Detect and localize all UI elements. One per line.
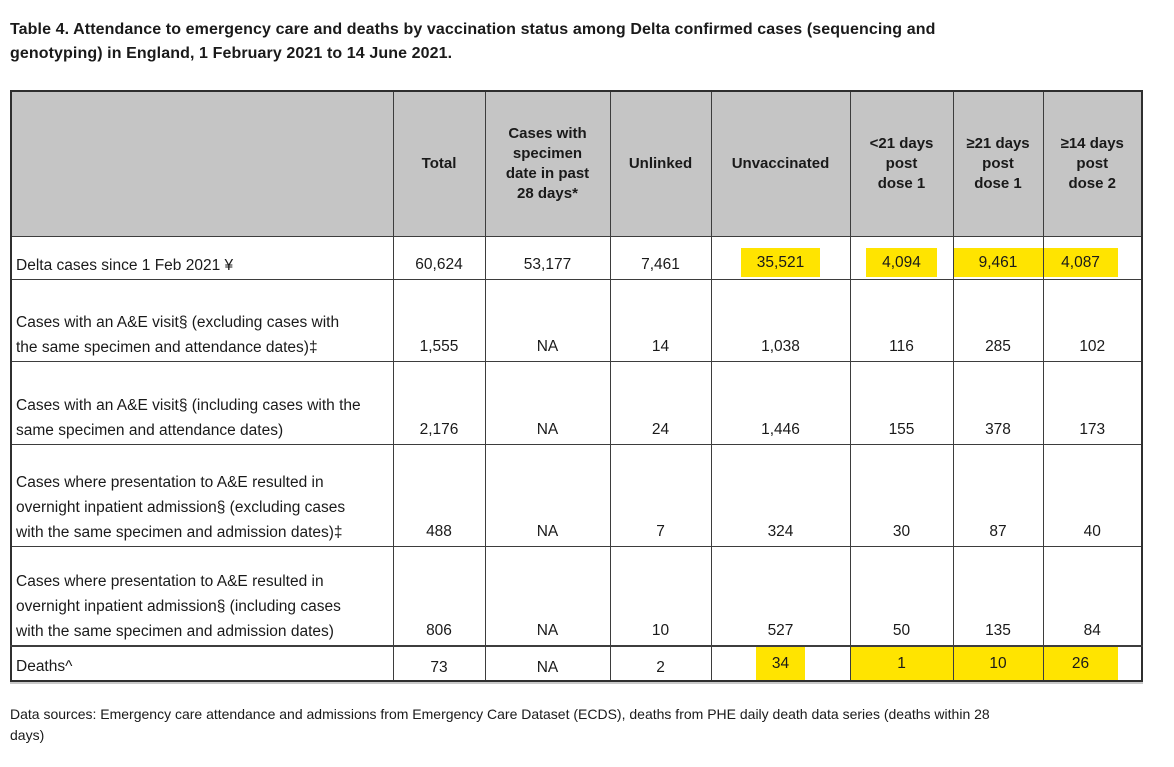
column-header-lt21-days-post-dose1: <21 days post dose 1: [849, 90, 954, 237]
unlinked-header-label: Unlinked: [628, 154, 693, 172]
data-cell: 87: [952, 443, 1044, 547]
highlighted-value: 35,521: [740, 247, 821, 277]
highlighted-value: 4,087: [1043, 247, 1118, 277]
data-cell: 173: [1042, 360, 1143, 445]
data-cell: 1,446: [710, 360, 851, 445]
data-cell: NA: [484, 278, 611, 362]
table-row-delta-cases: Delta cases since 1 Feb 2021 ¥ 60,624 53…: [10, 235, 1143, 280]
data-cell: 73: [392, 645, 486, 682]
column-header-unlinked: Unlinked: [609, 90, 712, 237]
data-cell: 35,521: [710, 235, 851, 280]
data-cell: 10: [609, 545, 712, 647]
data-cell: 135: [952, 545, 1044, 647]
highlighted-value: 26: [1043, 647, 1118, 680]
data-cell: 30: [849, 443, 954, 547]
data-cell: 14: [609, 278, 712, 362]
data-cell: 34: [710, 645, 851, 682]
data-cell: 488: [392, 443, 486, 547]
gte21-header-label: ≥21 days post dose 1: [966, 134, 1030, 192]
data-cell: 2: [609, 645, 712, 682]
data-cell: 2,176: [392, 360, 486, 445]
gte14-header-label: ≥14 days post dose 2: [1060, 134, 1124, 192]
table-row-ae-visit-excluding: Cases with an A&E visit§ (excluding case…: [10, 278, 1143, 362]
data-cell: NA: [484, 645, 611, 682]
data-cell: NA: [484, 545, 611, 647]
lt21-header-label: <21 days post dose 1: [869, 134, 934, 192]
row-label: Cases where presentation to A&E resulted…: [10, 443, 394, 547]
specimen-header-label: Cases with specimen date in past 28 days…: [505, 124, 590, 202]
data-cell: 4,087: [1042, 235, 1143, 280]
table-row-ae-visit-including: Cases with an A&E visit§ (including case…: [10, 360, 1143, 445]
data-cell: 1: [849, 645, 954, 682]
data-cell: 40: [1042, 443, 1143, 547]
column-header-specimen-28-days: Cases with specimen date in past 28 days…: [484, 90, 611, 237]
row-label: Delta cases since 1 Feb 2021 ¥: [10, 235, 394, 280]
highlighted-value: 1: [850, 647, 953, 680]
data-sources-footnote: Data sources: Emergency care attendance …: [10, 706, 990, 743]
data-cell: 84: [1042, 545, 1143, 647]
table-header: Total Cases with specimen date in past 2…: [10, 90, 1143, 237]
attendance-deaths-table: Total Cases with specimen date in past 2…: [10, 90, 1143, 682]
data-cell: 10: [952, 645, 1044, 682]
column-header-total: Total: [392, 90, 486, 237]
data-cell: 26: [1042, 645, 1143, 682]
row-label: Cases with an A&E visit§ (excluding case…: [10, 278, 394, 362]
data-cell: 24: [609, 360, 712, 445]
data-cell: 60,624: [392, 235, 486, 280]
data-cell: NA: [484, 443, 611, 547]
row-label: Cases with an A&E visit§ (including case…: [10, 360, 394, 445]
data-cell: NA: [484, 360, 611, 445]
data-cell: 378: [952, 360, 1044, 445]
highlighted-value: 4,094: [866, 247, 937, 277]
column-header-gte14-days-post-dose2: ≥14 days post dose 2: [1042, 90, 1143, 237]
table-body: Delta cases since 1 Feb 2021 ¥ 60,624 53…: [10, 235, 1143, 682]
data-cell: 9,461: [952, 235, 1044, 280]
data-cell: 1,038: [710, 278, 851, 362]
page-title: Table 4. Attendance to emergency care an…: [10, 21, 936, 62]
highlighted-value: 34: [755, 647, 806, 680]
data-cell: 155: [849, 360, 954, 445]
header-row: Total Cases with specimen date in past 2…: [10, 90, 1143, 237]
data-cell: 53,177: [484, 235, 611, 280]
data-cell: 7,461: [609, 235, 712, 280]
total-header-label: Total: [421, 154, 457, 172]
data-cell: 324: [710, 443, 851, 547]
row-label: Cases where presentation to A&E resulted…: [10, 545, 394, 647]
data-cell: 4,094: [849, 235, 954, 280]
highlighted-value: 10: [953, 647, 1043, 680]
data-cell: 116: [849, 278, 954, 362]
row-label: Deaths^: [10, 645, 394, 682]
data-cell: 102: [1042, 278, 1143, 362]
highlighted-value: 9,461: [953, 247, 1043, 277]
table-row-admission-excluding: Cases where presentation to A&E resulted…: [10, 443, 1143, 547]
data-cell: 285: [952, 278, 1044, 362]
data-cell: 1,555: [392, 278, 486, 362]
table-row-deaths: Deaths^ 73 NA 2 34 1 10 26: [10, 645, 1143, 682]
data-cell: 527: [710, 545, 851, 647]
data-cell: 7: [609, 443, 712, 547]
table-row-admission-including: Cases where presentation to A&E resulted…: [10, 545, 1143, 647]
column-header-unvaccinated: Unvaccinated: [710, 90, 851, 237]
unvaccinated-header-label: Unvaccinated: [731, 154, 830, 172]
column-header-gte21-days-post-dose1: ≥21 days post dose 1: [952, 90, 1044, 237]
column-header-blank: [10, 90, 394, 237]
data-cell: 50: [849, 545, 954, 647]
data-cell: 806: [392, 545, 486, 647]
